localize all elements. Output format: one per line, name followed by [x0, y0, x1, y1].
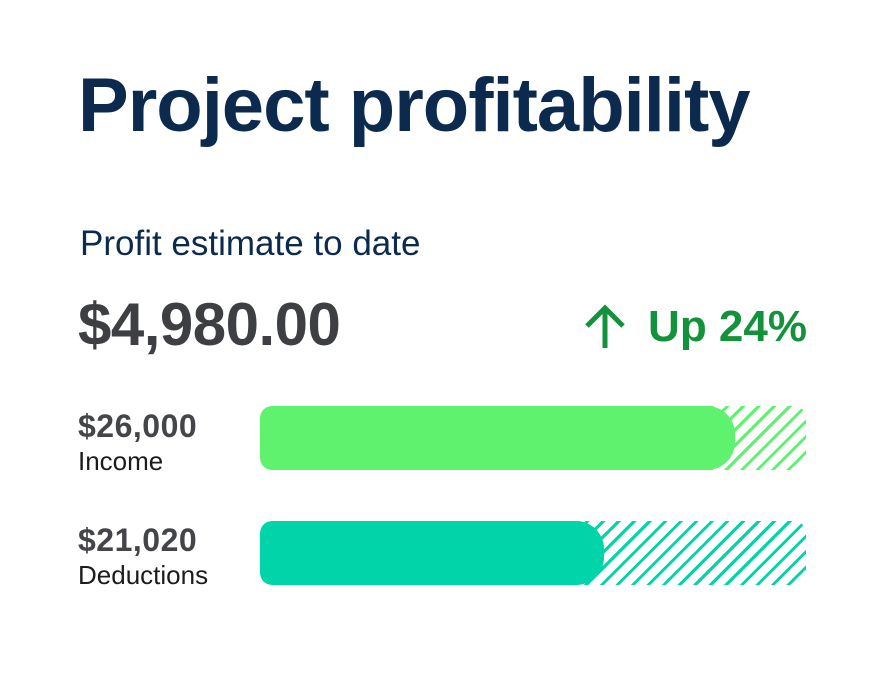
profit-amount: $4,980.00 [78, 291, 341, 358]
income-bar-fill [260, 406, 736, 470]
deductions-bar-track [260, 521, 806, 585]
trend-indicator: Up 24% [582, 304, 807, 350]
deductions-label: Deductions [78, 560, 209, 590]
profit-estimate-label: Profit estimate to date [80, 224, 421, 263]
income-bar-track [260, 406, 806, 470]
deductions-label-group: $21,020 Deductions [78, 524, 208, 588]
deductions-value: $21,020 [78, 522, 198, 558]
page-title: Project profitability [78, 63, 751, 148]
arrow-up-icon [585, 304, 625, 348]
income-label: Income [78, 446, 164, 476]
income-value: $26,000 [78, 408, 198, 444]
income-label-group: $26,000 Income [78, 410, 197, 474]
trend-label: Up 24% [648, 302, 807, 351]
deductions-bar-fill [260, 521, 604, 585]
